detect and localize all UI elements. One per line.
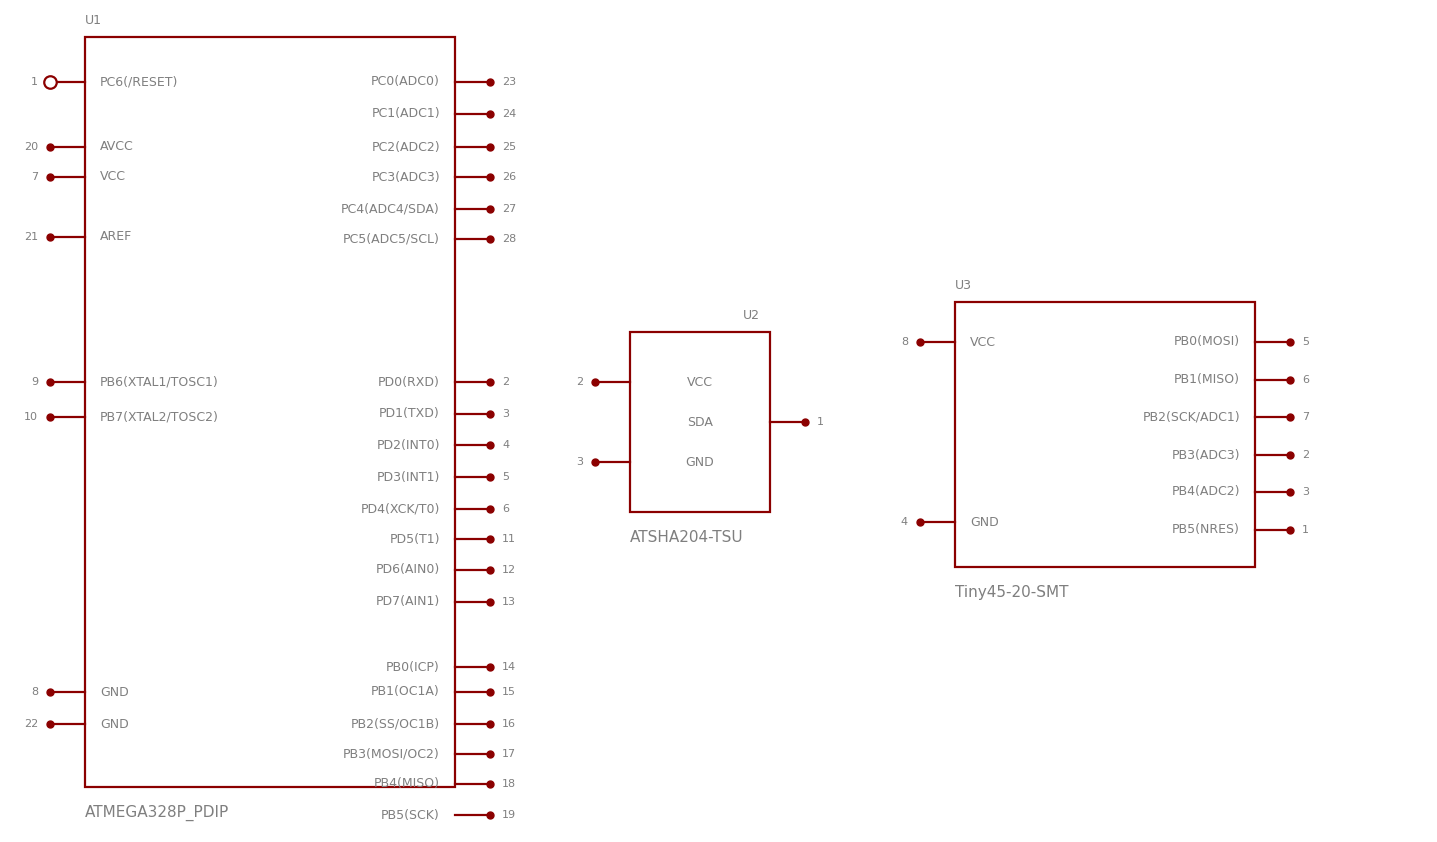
Text: 2: 2 [502, 377, 509, 387]
Text: 20: 20 [24, 142, 37, 152]
Text: 3: 3 [576, 457, 583, 467]
Text: 5: 5 [502, 472, 509, 482]
Text: GND: GND [685, 456, 714, 468]
Text: PC4(ADC4/SDA): PC4(ADC4/SDA) [341, 202, 440, 216]
Text: PB5(SCK): PB5(SCK) [381, 808, 440, 822]
Text: 8: 8 [901, 337, 908, 347]
Text: PC3(ADC3): PC3(ADC3) [371, 170, 440, 184]
Text: SDA: SDA [687, 415, 713, 429]
Text: PD1(TXD): PD1(TXD) [379, 408, 440, 420]
Text: PC0(ADC0): PC0(ADC0) [371, 76, 440, 88]
Text: 28: 28 [502, 234, 516, 244]
Text: PD4(XCK/T0): PD4(XCK/T0) [361, 503, 440, 515]
Text: PB6(XTAL1/TOSC1): PB6(XTAL1/TOSC1) [101, 376, 218, 388]
Text: U1: U1 [85, 14, 102, 27]
Text: PD5(T1): PD5(T1) [389, 532, 440, 546]
Text: PC2(ADC2): PC2(ADC2) [371, 141, 440, 153]
Text: VCC: VCC [687, 376, 713, 388]
Text: PD0(RXD): PD0(RXD) [378, 376, 440, 388]
Text: PB3(ADC3): PB3(ADC3) [1171, 449, 1240, 461]
Text: AVCC: AVCC [101, 141, 134, 153]
Text: Tiny45-20-SMT: Tiny45-20-SMT [956, 585, 1069, 600]
Text: 4: 4 [502, 440, 509, 450]
Text: 14: 14 [502, 662, 516, 672]
Text: PD3(INT1): PD3(INT1) [376, 471, 440, 483]
Text: 1: 1 [818, 417, 823, 427]
Text: PB1(OC1A): PB1(OC1A) [371, 685, 440, 699]
Text: PB2(SCK/ADC1): PB2(SCK/ADC1) [1142, 411, 1240, 424]
Bar [956, 302, 1255, 567]
Text: PD7(AIN1): PD7(AIN1) [375, 595, 440, 609]
Text: 19: 19 [502, 810, 516, 820]
Text: GND: GND [101, 717, 129, 731]
Text: PB4(ADC2): PB4(ADC2) [1171, 486, 1240, 498]
Text: PD6(AIN0): PD6(AIN0) [375, 563, 440, 577]
Text: 5: 5 [1302, 337, 1309, 347]
Text: VCC: VCC [101, 170, 126, 184]
Text: 21: 21 [24, 232, 37, 242]
Text: PB4(MISO): PB4(MISO) [374, 777, 440, 791]
Text: 6: 6 [1302, 375, 1309, 385]
Text: 4: 4 [901, 517, 908, 527]
Text: PC1(ADC1): PC1(ADC1) [371, 108, 440, 120]
Text: 1: 1 [32, 77, 37, 87]
Text: AREF: AREF [101, 231, 132, 243]
Text: PB5(NRES): PB5(NRES) [1173, 524, 1240, 536]
Text: PB2(SS/OC1B): PB2(SS/OC1B) [351, 717, 440, 731]
Bar [629, 332, 770, 512]
Text: 26: 26 [502, 172, 516, 182]
Text: 3: 3 [1302, 487, 1309, 497]
Text: 2: 2 [576, 377, 583, 387]
Text: 6: 6 [502, 504, 509, 514]
Text: 10: 10 [24, 412, 37, 422]
Text: 11: 11 [502, 534, 516, 544]
Text: PD2(INT0): PD2(INT0) [376, 439, 440, 451]
Text: PB1(MISO): PB1(MISO) [1174, 374, 1240, 386]
Text: GND: GND [101, 685, 129, 699]
Text: PB3(MOSI/OC2): PB3(MOSI/OC2) [343, 748, 440, 760]
Text: 9: 9 [30, 377, 37, 387]
Text: PB7(XTAL2/TOSC2): PB7(XTAL2/TOSC2) [101, 411, 218, 424]
Text: 22: 22 [24, 719, 37, 729]
Text: 27: 27 [502, 204, 516, 214]
Text: 24: 24 [502, 109, 516, 119]
Text: PB0(MOSI): PB0(MOSI) [1174, 335, 1240, 349]
Text: 3: 3 [502, 409, 509, 419]
Text: VCC: VCC [970, 335, 996, 349]
Text: GND: GND [970, 515, 999, 529]
Text: ATSHA204-TSU: ATSHA204-TSU [629, 530, 743, 545]
Text: 16: 16 [502, 719, 516, 729]
Text: ATMEGA328P_PDIP: ATMEGA328P_PDIP [85, 805, 230, 821]
Text: 13: 13 [502, 597, 516, 607]
Text: 8: 8 [30, 687, 37, 697]
Text: U2: U2 [743, 309, 760, 322]
Text: 25: 25 [502, 142, 516, 152]
Text: PB0(ICP): PB0(ICP) [387, 660, 440, 674]
Text: 1: 1 [1302, 525, 1309, 535]
Text: U3: U3 [956, 279, 971, 292]
Text: PC6(/RESET): PC6(/RESET) [101, 76, 178, 88]
Bar [85, 37, 456, 787]
Text: 23: 23 [502, 77, 516, 87]
Text: 7: 7 [1302, 412, 1309, 422]
Text: 2: 2 [1302, 450, 1309, 460]
Text: 18: 18 [502, 779, 516, 789]
Text: 12: 12 [502, 565, 516, 575]
Text: 7: 7 [30, 172, 37, 182]
Text: 17: 17 [502, 749, 516, 759]
Text: 15: 15 [502, 687, 516, 697]
Text: PC5(ADC5/SCL): PC5(ADC5/SCL) [343, 232, 440, 246]
